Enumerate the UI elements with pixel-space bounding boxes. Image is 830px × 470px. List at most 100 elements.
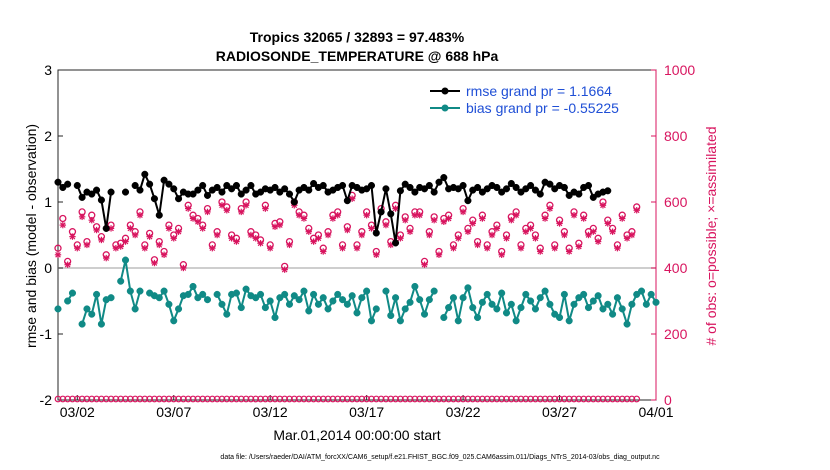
rmse-point [232, 181, 240, 190]
rmse-point [551, 185, 559, 193]
obs-assimilated-point [223, 207, 230, 214]
bias-point [642, 300, 650, 308]
rmse-point [474, 183, 482, 192]
bias-point [252, 294, 260, 302]
obs-baseline-point [281, 395, 289, 403]
rmse-point [435, 178, 443, 186]
obs-assimilated-point [392, 205, 399, 212]
rmse-point [382, 185, 390, 193]
obs-assimilated-point [300, 215, 308, 222]
obs-assimilated-point [93, 226, 100, 234]
obs-baseline-point [199, 395, 207, 403]
data-file-footer: data file: /Users/raeder/DAI/ATM_forcXX/… [220, 454, 660, 461]
obs-assimilated-point [131, 231, 139, 239]
bias-point [175, 305, 183, 313]
obs-assimilated-point [117, 243, 124, 250]
bias-point [396, 317, 404, 325]
bias-point [155, 294, 163, 302]
bias-point [401, 305, 409, 313]
obs-assimilated-point [112, 245, 120, 252]
obs-baseline-point [609, 395, 616, 403]
obs-baseline-point [469, 395, 477, 403]
y-left-tick-label: 0 [44, 260, 52, 276]
obs-assimilated-point [522, 228, 529, 235]
obs-baseline-point [488, 395, 496, 403]
obs-assimilated-point [532, 235, 539, 242]
bias-point [83, 305, 91, 313]
bias-point [536, 294, 544, 302]
obs-assimilated-point [537, 248, 544, 255]
bias-point [203, 296, 212, 304]
obs-assimilated-point [445, 215, 452, 222]
bias-point [363, 287, 371, 295]
bias-point [488, 300, 496, 308]
obs-baseline-point [98, 395, 105, 403]
obs-baseline-point [324, 395, 332, 403]
x-tick-label: 03/27 [542, 404, 577, 420]
bias-point [507, 300, 515, 308]
obs-baseline-point [406, 395, 414, 403]
legend: rmse grand pr = 1.1664 bias grand pr = -… [424, 80, 652, 120]
bias-point [551, 310, 559, 318]
x-tick-label: 03/22 [446, 404, 481, 420]
legend-bias-label: bias grand pr = -0.55225 [466, 100, 619, 116]
bias-point [338, 296, 347, 304]
obs-baseline-point [343, 395, 351, 403]
bias-point [430, 287, 438, 295]
rmse-point [430, 188, 438, 196]
rmse-point [203, 191, 212, 199]
obs-baseline-point [493, 395, 501, 403]
legend-rmse-marker [441, 87, 449, 95]
obs-baseline-point [445, 395, 453, 403]
obs-baseline-point [218, 395, 226, 403]
rmse-point [546, 180, 554, 188]
bias-point [165, 300, 173, 308]
obs-baseline-point [425, 395, 433, 403]
rmse-point [78, 193, 86, 201]
bias-point [295, 296, 303, 304]
y-axis-left-label: rmse and bias (model - observation) [23, 124, 39, 348]
obs-assimilated-point [103, 254, 110, 262]
bias-point [647, 290, 655, 298]
bias-point [584, 304, 593, 312]
bias-point [213, 290, 221, 298]
bias-point [541, 287, 549, 295]
y-right-tick-label: 600 [664, 194, 688, 210]
bias-point [281, 290, 289, 298]
obs-baseline-point [416, 395, 424, 403]
obs-baseline-point [261, 395, 269, 403]
bias-point [88, 310, 96, 318]
legend-rmse-label: rmse grand pr = 1.1664 [466, 83, 612, 99]
rmse-point [401, 180, 409, 188]
obs-assimilated-point [78, 213, 86, 221]
obs-baseline-point [503, 395, 510, 403]
obs-baseline-point [175, 395, 182, 403]
obs-count-series [54, 191, 641, 403]
bias-point [502, 309, 511, 317]
bias-point [498, 289, 506, 297]
rmse-point [310, 179, 318, 188]
obs-baseline-point [358, 395, 366, 403]
obs-assimilated-point [541, 215, 549, 222]
bias-point [623, 320, 631, 328]
bias-point [314, 300, 322, 308]
bias-point [618, 305, 626, 313]
bias-point [319, 294, 327, 302]
obs-assimilated-point [305, 228, 312, 235]
obs-baseline-point [604, 395, 612, 403]
obs-baseline-point [633, 395, 641, 403]
obs-baseline-point [204, 395, 211, 403]
obs-assimilated-point [238, 208, 245, 216]
bias-point [478, 298, 486, 306]
bias-point [372, 305, 380, 313]
obs-assimilated-point [402, 216, 409, 224]
obs-assimilated-point [373, 251, 380, 258]
obs-baseline-row [54, 395, 641, 403]
rmse-point [584, 181, 593, 190]
bias-point [527, 297, 535, 305]
bias-point [580, 290, 588, 298]
rmse-point [160, 176, 168, 184]
obs-baseline-point [276, 395, 284, 403]
bias-point [599, 305, 607, 313]
rmse-point [507, 179, 515, 188]
